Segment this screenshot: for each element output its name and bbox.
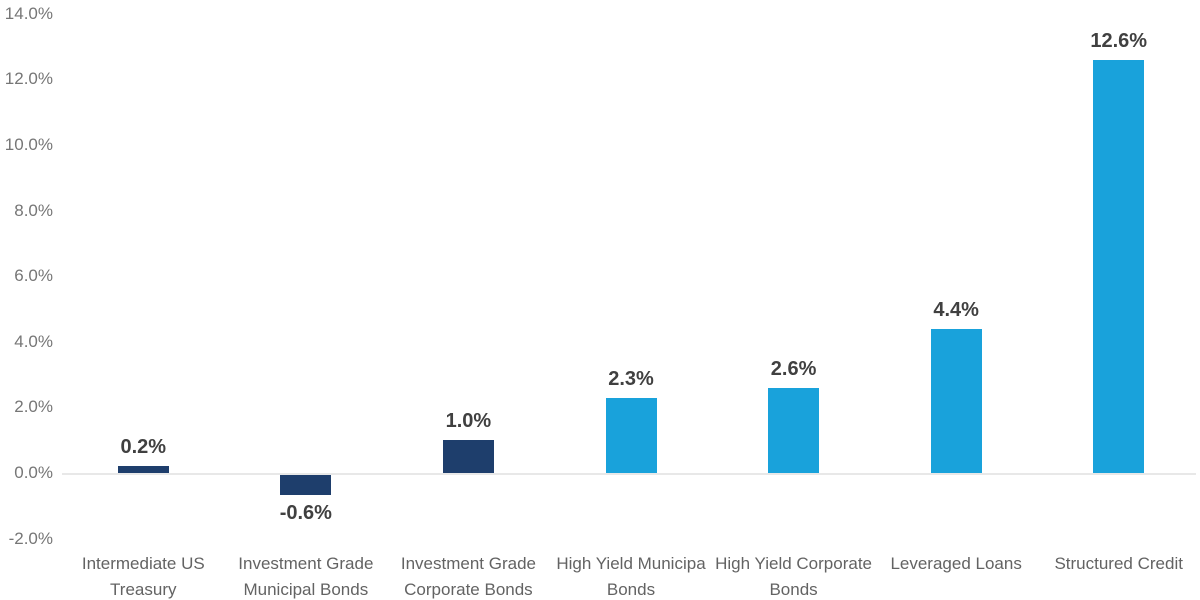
x-category-label: High Yield Corporate Bonds xyxy=(674,551,914,600)
y-tick-label: 12.0% xyxy=(4,69,53,89)
bar xyxy=(1093,59,1145,473)
x-category-label-line: Bonds xyxy=(769,580,818,599)
y-tick-label: 10.0% xyxy=(4,135,53,154)
x-category-label-line: High Yield Corporate xyxy=(715,554,872,573)
zero-axis-line xyxy=(62,473,1196,475)
bar xyxy=(442,440,494,473)
bar-value-label: 1.0% xyxy=(445,410,492,433)
x-category-label: Intermediate US Treasury xyxy=(23,551,263,600)
x-category-label-line: Municipal Bonds xyxy=(243,580,369,599)
x-category-label: Investment Grade Corporate Bonds xyxy=(348,551,588,600)
y-tick-label: 4.0% xyxy=(14,331,53,351)
bar-value-label: 12.6% xyxy=(1090,29,1148,52)
y-tick-label: 6.0% xyxy=(14,266,53,286)
x-category-label-line: Leveraged Loans xyxy=(890,554,1022,573)
x-category-label: Structured Credit xyxy=(999,551,1200,577)
y-tick-label: 8.0% xyxy=(14,200,53,220)
bar xyxy=(930,328,982,473)
bar-value-label: 4.4% xyxy=(933,298,979,321)
x-category-label-line: Bonds xyxy=(606,580,656,599)
x-category-label: Leveraged Loans xyxy=(836,551,1076,577)
y-tick-label: 2.0% xyxy=(14,397,53,417)
x-category-label-line: Investment Grade xyxy=(400,554,536,573)
x-category-label: High Yield Municipa Bonds xyxy=(511,551,751,600)
x-category-label-line: Intermediate US xyxy=(81,554,205,573)
y-tick-label: 0.0% xyxy=(14,463,53,482)
y-tick-label: -2.0% xyxy=(8,528,53,548)
x-category-label-line: Investment Grade xyxy=(238,554,374,573)
bar xyxy=(605,397,657,473)
x-category-label-line: Treasury xyxy=(110,580,177,599)
y-tick-label: 14.0% xyxy=(4,3,53,23)
bar xyxy=(280,475,332,495)
x-category-label-line: Structured Credit xyxy=(1054,554,1183,573)
bar xyxy=(117,466,169,473)
bar xyxy=(768,387,820,473)
bar-value-label: 2.3% xyxy=(608,367,654,390)
bar-value-label: 2.6% xyxy=(770,357,817,380)
bar-value-label: -0.6% xyxy=(279,501,332,524)
x-category-label-line: High Yield Municipa xyxy=(556,554,706,573)
bar-value-label: 0.2% xyxy=(120,436,167,459)
x-category-label: Investment Grade Municipal Bonds xyxy=(186,551,426,600)
x-category-label-line: Corporate Bonds xyxy=(404,580,533,599)
